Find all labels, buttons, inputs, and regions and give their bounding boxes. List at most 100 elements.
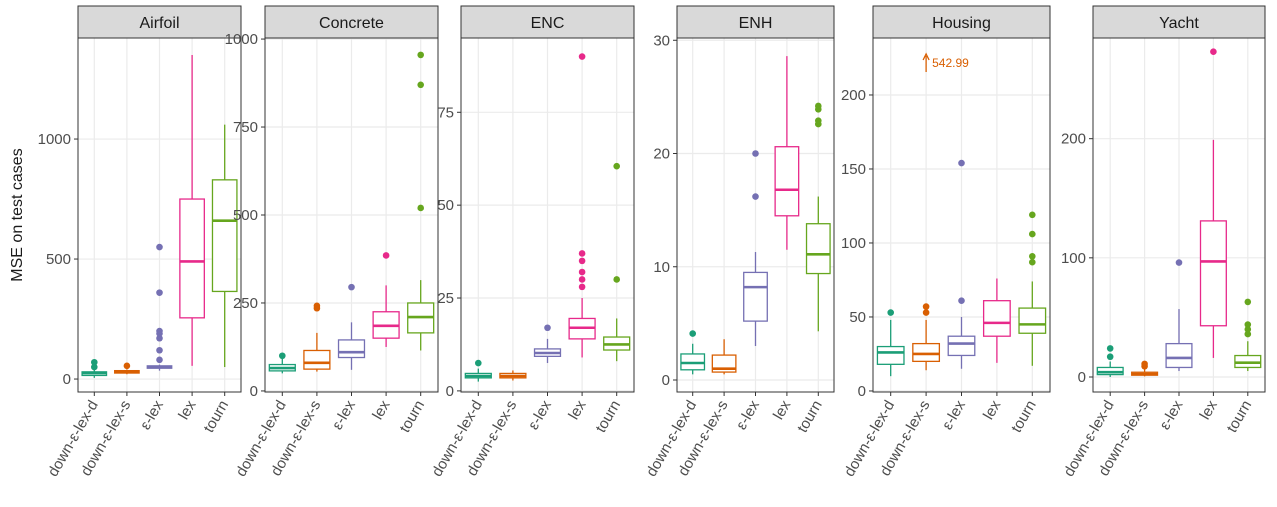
facet-title: ENH xyxy=(739,15,773,32)
outlier xyxy=(922,303,930,310)
outlier xyxy=(1029,258,1036,266)
outlier xyxy=(1244,326,1252,333)
y-tick-label: 0 xyxy=(63,371,71,388)
y-tick-label: 0 xyxy=(1078,369,1086,386)
outlier xyxy=(578,257,586,265)
x-tick-label: tourn xyxy=(1008,398,1040,436)
box xyxy=(1165,342,1193,369)
x-tick-label: lex xyxy=(175,397,200,423)
outlier xyxy=(578,53,586,60)
outlier xyxy=(1210,48,1217,56)
x-tick-label: tourn xyxy=(592,398,624,436)
outlier xyxy=(348,283,355,291)
y-tick-label: 500 xyxy=(46,251,71,268)
facet-title: ENC xyxy=(531,15,565,32)
box xyxy=(876,345,905,365)
y-tick-label: 150 xyxy=(841,161,866,178)
x-tick-label: ε-lex xyxy=(137,397,167,433)
outlier xyxy=(1029,252,1036,260)
facet-title: Airfoil xyxy=(139,15,179,32)
outlier xyxy=(1029,211,1036,219)
y-tick-label: 0 xyxy=(446,383,454,400)
outlier xyxy=(313,302,321,310)
outlier xyxy=(156,334,163,342)
outlier xyxy=(815,117,822,124)
y-tick-label: 50 xyxy=(437,197,454,214)
outlier xyxy=(1029,230,1036,238)
strip: ENH xyxy=(676,5,835,39)
outlier xyxy=(1106,345,1114,352)
x-tick-label: ε-lex xyxy=(525,397,555,433)
outlier xyxy=(752,150,759,157)
strip: Yacht xyxy=(1092,5,1266,39)
y-tick-label: 30 xyxy=(653,32,670,49)
y-tick-label: 250 xyxy=(233,295,258,312)
strip: Housing xyxy=(872,5,1051,39)
box xyxy=(179,198,205,319)
outlier xyxy=(417,51,425,59)
strip: ENC xyxy=(460,5,635,39)
outlier xyxy=(578,276,586,283)
outlier xyxy=(544,324,551,332)
y-tick-label: 0 xyxy=(662,372,670,389)
strip-background xyxy=(676,5,835,39)
facet-title: Housing xyxy=(932,15,991,32)
x-tick-label: lex xyxy=(369,397,394,423)
outlier xyxy=(156,327,163,335)
x-tick-label: tourn xyxy=(396,398,428,436)
x-tick-label: ε-lex xyxy=(1156,397,1186,433)
outlier xyxy=(475,359,482,367)
outlier xyxy=(1244,298,1252,306)
outlier xyxy=(123,362,131,370)
box xyxy=(912,342,941,363)
outlier xyxy=(156,346,163,354)
outlier xyxy=(958,297,965,304)
outlier xyxy=(578,268,586,276)
y-tick-label: 1000 xyxy=(225,31,258,48)
box xyxy=(947,335,976,357)
y-tick-label: 0 xyxy=(250,383,258,400)
box xyxy=(774,146,800,217)
outlier xyxy=(1175,259,1183,266)
outlier xyxy=(578,250,586,257)
box xyxy=(337,339,366,359)
strip-background xyxy=(77,5,242,39)
strip: Airfoil xyxy=(77,5,242,39)
outlier xyxy=(1244,321,1252,328)
x-tick-label: ε-lex xyxy=(733,397,763,433)
outlier xyxy=(91,358,98,366)
facet-title: Yacht xyxy=(1159,15,1199,32)
outlier xyxy=(815,102,822,110)
y-tick-label: 75 xyxy=(437,104,454,121)
x-tick-label: lex xyxy=(770,397,795,423)
y-tick-label: 200 xyxy=(841,87,866,104)
strip-background xyxy=(264,5,439,39)
y-tick-label: 50 xyxy=(849,309,866,326)
x-tick-label: tourn xyxy=(794,398,826,436)
x-tick-label: ε-lex xyxy=(939,397,969,433)
y-tick-label: 100 xyxy=(1061,250,1086,267)
outlier xyxy=(578,283,586,291)
box xyxy=(1199,220,1227,327)
x-tick-label: tourn xyxy=(200,398,232,436)
outlier xyxy=(156,289,163,296)
outlier xyxy=(279,352,286,360)
y-tick-label: 750 xyxy=(233,119,258,136)
outlier xyxy=(958,159,965,167)
y-axis-label: MSE on test cases xyxy=(9,148,26,281)
strip-background xyxy=(1092,5,1266,39)
outlier xyxy=(1244,330,1252,338)
outlier xyxy=(689,330,696,337)
y-tick-label: 500 xyxy=(233,207,258,224)
outlier xyxy=(156,243,163,251)
offscale-label: 542.99 xyxy=(932,56,969,70)
box xyxy=(805,223,831,275)
outlier xyxy=(887,309,894,316)
outlier xyxy=(417,204,425,212)
outlier xyxy=(613,276,620,283)
outlier xyxy=(752,193,759,200)
box xyxy=(982,300,1011,337)
x-tick-label: lex xyxy=(1197,397,1222,423)
x-tick-label: lex xyxy=(565,397,590,423)
